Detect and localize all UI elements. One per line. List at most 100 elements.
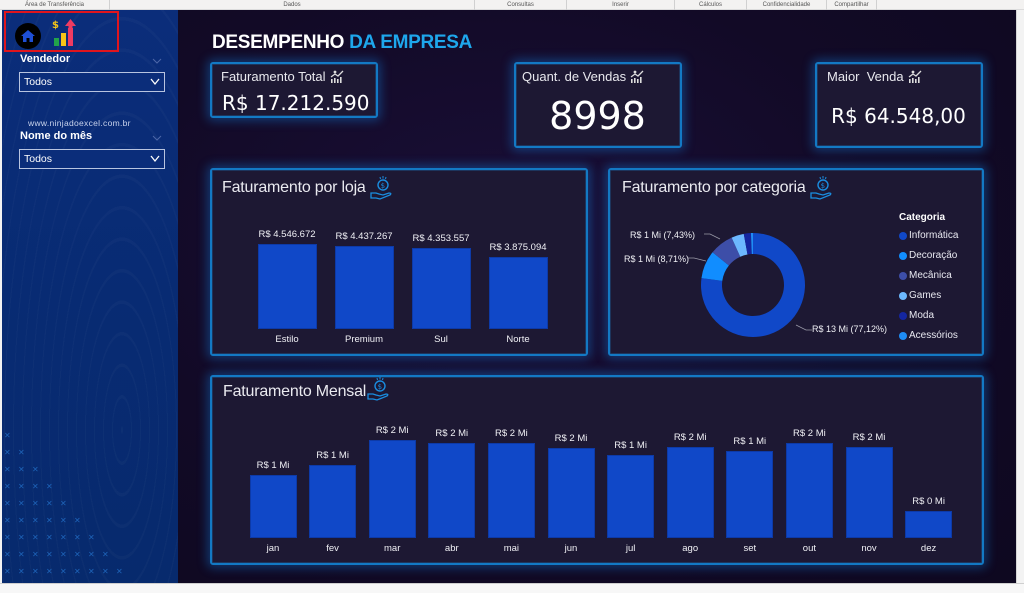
bar[interactable] <box>845 447 893 538</box>
decorative-cross-icon: ✕ <box>46 550 53 559</box>
bar-data-label: R$ 3.875.094 <box>489 242 547 253</box>
legend-item[interactable]: Mecânica <box>899 270 952 281</box>
decorative-cross-icon: ✕ <box>88 533 95 542</box>
bar[interactable] <box>607 455 655 538</box>
legend-label: Decoração <box>909 250 958 261</box>
legend-item[interactable]: Informática <box>899 230 958 241</box>
panel-title: Faturamento por loja $ <box>222 176 394 200</box>
month-slicer-collapse-chevron-icon[interactable] <box>152 133 162 143</box>
donut-slice-games[interactable] <box>731 233 748 257</box>
ribbon-group-data: Dados <box>110 0 475 10</box>
bar[interactable] <box>726 451 774 538</box>
legend-color-dot-icon <box>899 231 907 240</box>
revenue-growth-chart-icon[interactable]: $ <box>51 18 81 48</box>
seller-slicer-collapse-chevron-icon[interactable] <box>152 56 162 66</box>
legend-color-dot-icon <box>899 291 907 300</box>
bar[interactable] <box>905 511 953 538</box>
svg-text:$: $ <box>378 383 382 391</box>
legend-item[interactable]: Games <box>899 290 941 301</box>
panel-title-text: Faturamento por loja <box>222 179 366 196</box>
bar[interactable] <box>309 465 357 538</box>
decorative-cross-icon: ✕ <box>18 516 25 525</box>
axis-category-label: mai <box>503 543 520 554</box>
decorative-cross-icon: ✕ <box>18 533 25 542</box>
bar[interactable] <box>411 248 471 329</box>
sidebar-wave-pattern <box>2 10 178 583</box>
bar-data-label: R$ 1 Mi <box>614 440 647 451</box>
bar-data-label: R$ 1 Mi <box>316 450 349 461</box>
panel-title-text: Faturamento por categoria <box>622 179 806 196</box>
decorative-cross-icon: ✕ <box>102 567 109 576</box>
bar[interactable] <box>785 443 833 538</box>
decorative-cross-pattern: ✕ ✕ ✕ ✕ ✕ ✕ ✕ ✕ ✕ ✕ ✕ ✕ ✕ ✕ ✕ ✕ ✕ ✕ ✕ ✕ ✕ ✕ ✕ ✕ ✕ ✕ ✕ ✕ ✕ ✕ ✕ ✕ ✕ ✕ ✕ ✕ ✕ ✕ ✕ ✕… <box>2 430 178 583</box>
bar[interactable] <box>487 443 535 538</box>
bar[interactable] <box>249 475 297 538</box>
chevron-down-icon <box>150 155 160 163</box>
decorative-cross-icon: ✕ <box>18 550 25 559</box>
bar-data-label: R$ 2 Mi <box>793 428 826 439</box>
donut-slice-moda[interactable] <box>743 233 752 255</box>
seller-dropdown-value: Todos <box>24 76 53 88</box>
kpi-label: Maior Venda <box>827 69 922 84</box>
leader-line <box>688 257 707 262</box>
month-dropdown[interactable]: Todos <box>19 149 165 169</box>
bar[interactable] <box>368 440 416 538</box>
donut-data-label: R$ 1 Mi (8,71%) <box>624 254 690 264</box>
decorative-cross-icon: ✕ <box>18 482 25 491</box>
axis-category-label: jul <box>625 543 636 554</box>
decorative-cross-icon: ✕ <box>46 567 53 576</box>
legend-color-dot-icon <box>899 331 907 340</box>
decorative-cross-icon: ✕ <box>32 567 39 576</box>
decorative-cross-icon: ✕ <box>32 465 39 474</box>
donut-slice-mecânica[interactable] <box>712 237 741 266</box>
decorative-cross-icon: ✕ <box>18 465 25 474</box>
chevron-down-icon <box>150 78 160 86</box>
bar-data-label: R$ 0 Mi <box>912 496 945 507</box>
ribbon-group-clipboard: Área de Transferência <box>0 0 110 10</box>
analytics-icon <box>330 70 344 83</box>
axis-category-label: jun <box>564 543 578 554</box>
kpi-label-text: Maior Venda <box>827 69 904 84</box>
legend-title: Categoria <box>899 212 946 223</box>
bar-data-label: R$ 2 Mi <box>852 432 886 443</box>
legend-label: Acessórios <box>909 330 958 341</box>
bar[interactable] <box>334 246 394 329</box>
donut-slice-informática[interactable] <box>701 233 805 337</box>
decorative-cross-icon: ✕ <box>60 516 67 525</box>
legend-color-dot-icon <box>899 271 907 280</box>
axis-category-label: Estilo <box>275 334 299 345</box>
decorative-cross-icon: ✕ <box>18 567 25 576</box>
bar[interactable] <box>488 257 548 329</box>
seller-slicer-title: Vendedor <box>20 53 71 65</box>
bar[interactable] <box>666 447 714 538</box>
legend-item[interactable]: Moda <box>899 310 934 321</box>
bar-data-label: R$ 1 Mi <box>256 460 290 471</box>
decorative-cross-icon: ✕ <box>4 465 11 474</box>
seller-dropdown[interactable]: Todos <box>19 72 165 92</box>
bar[interactable] <box>428 443 476 538</box>
legend-item[interactable]: Decoração <box>899 250 957 261</box>
svg-text:$: $ <box>380 182 384 190</box>
decorative-cross-icon: ✕ <box>4 448 11 457</box>
donut-slice-acessórios[interactable] <box>750 233 753 255</box>
decorative-cross-icon: ✕ <box>32 550 39 559</box>
legend-item[interactable]: Acessórios <box>899 330 958 341</box>
navigation-selection-box: $ <box>4 11 119 52</box>
decorative-cross-icon: ✕ <box>60 533 67 542</box>
decorative-cross-icon: ✕ <box>4 516 11 525</box>
category-donut-chart[interactable] <box>610 170 986 358</box>
svg-text:$: $ <box>820 182 824 190</box>
decorative-cross-icon: ✕ <box>46 482 53 491</box>
donut-slice-decoração[interactable] <box>701 252 729 281</box>
website-watermark: www.ninjadoexcel.com.br <box>28 118 131 128</box>
bar-data-label: R$ 2 Mi <box>554 433 588 444</box>
decorative-cross-icon: ✕ <box>60 550 67 559</box>
ribbon-group-labels: Área de Transferência Dados Consultas In… <box>0 0 1024 10</box>
decorative-cross-icon: ✕ <box>74 567 81 576</box>
decorative-cross-icon: ✕ <box>88 550 95 559</box>
bar[interactable] <box>547 448 595 538</box>
bar-data-label: R$ 2 Mi <box>495 428 528 439</box>
kpi-label: Faturamento Total <box>221 69 344 84</box>
bar[interactable] <box>257 244 317 329</box>
home-icon[interactable] <box>15 23 41 49</box>
